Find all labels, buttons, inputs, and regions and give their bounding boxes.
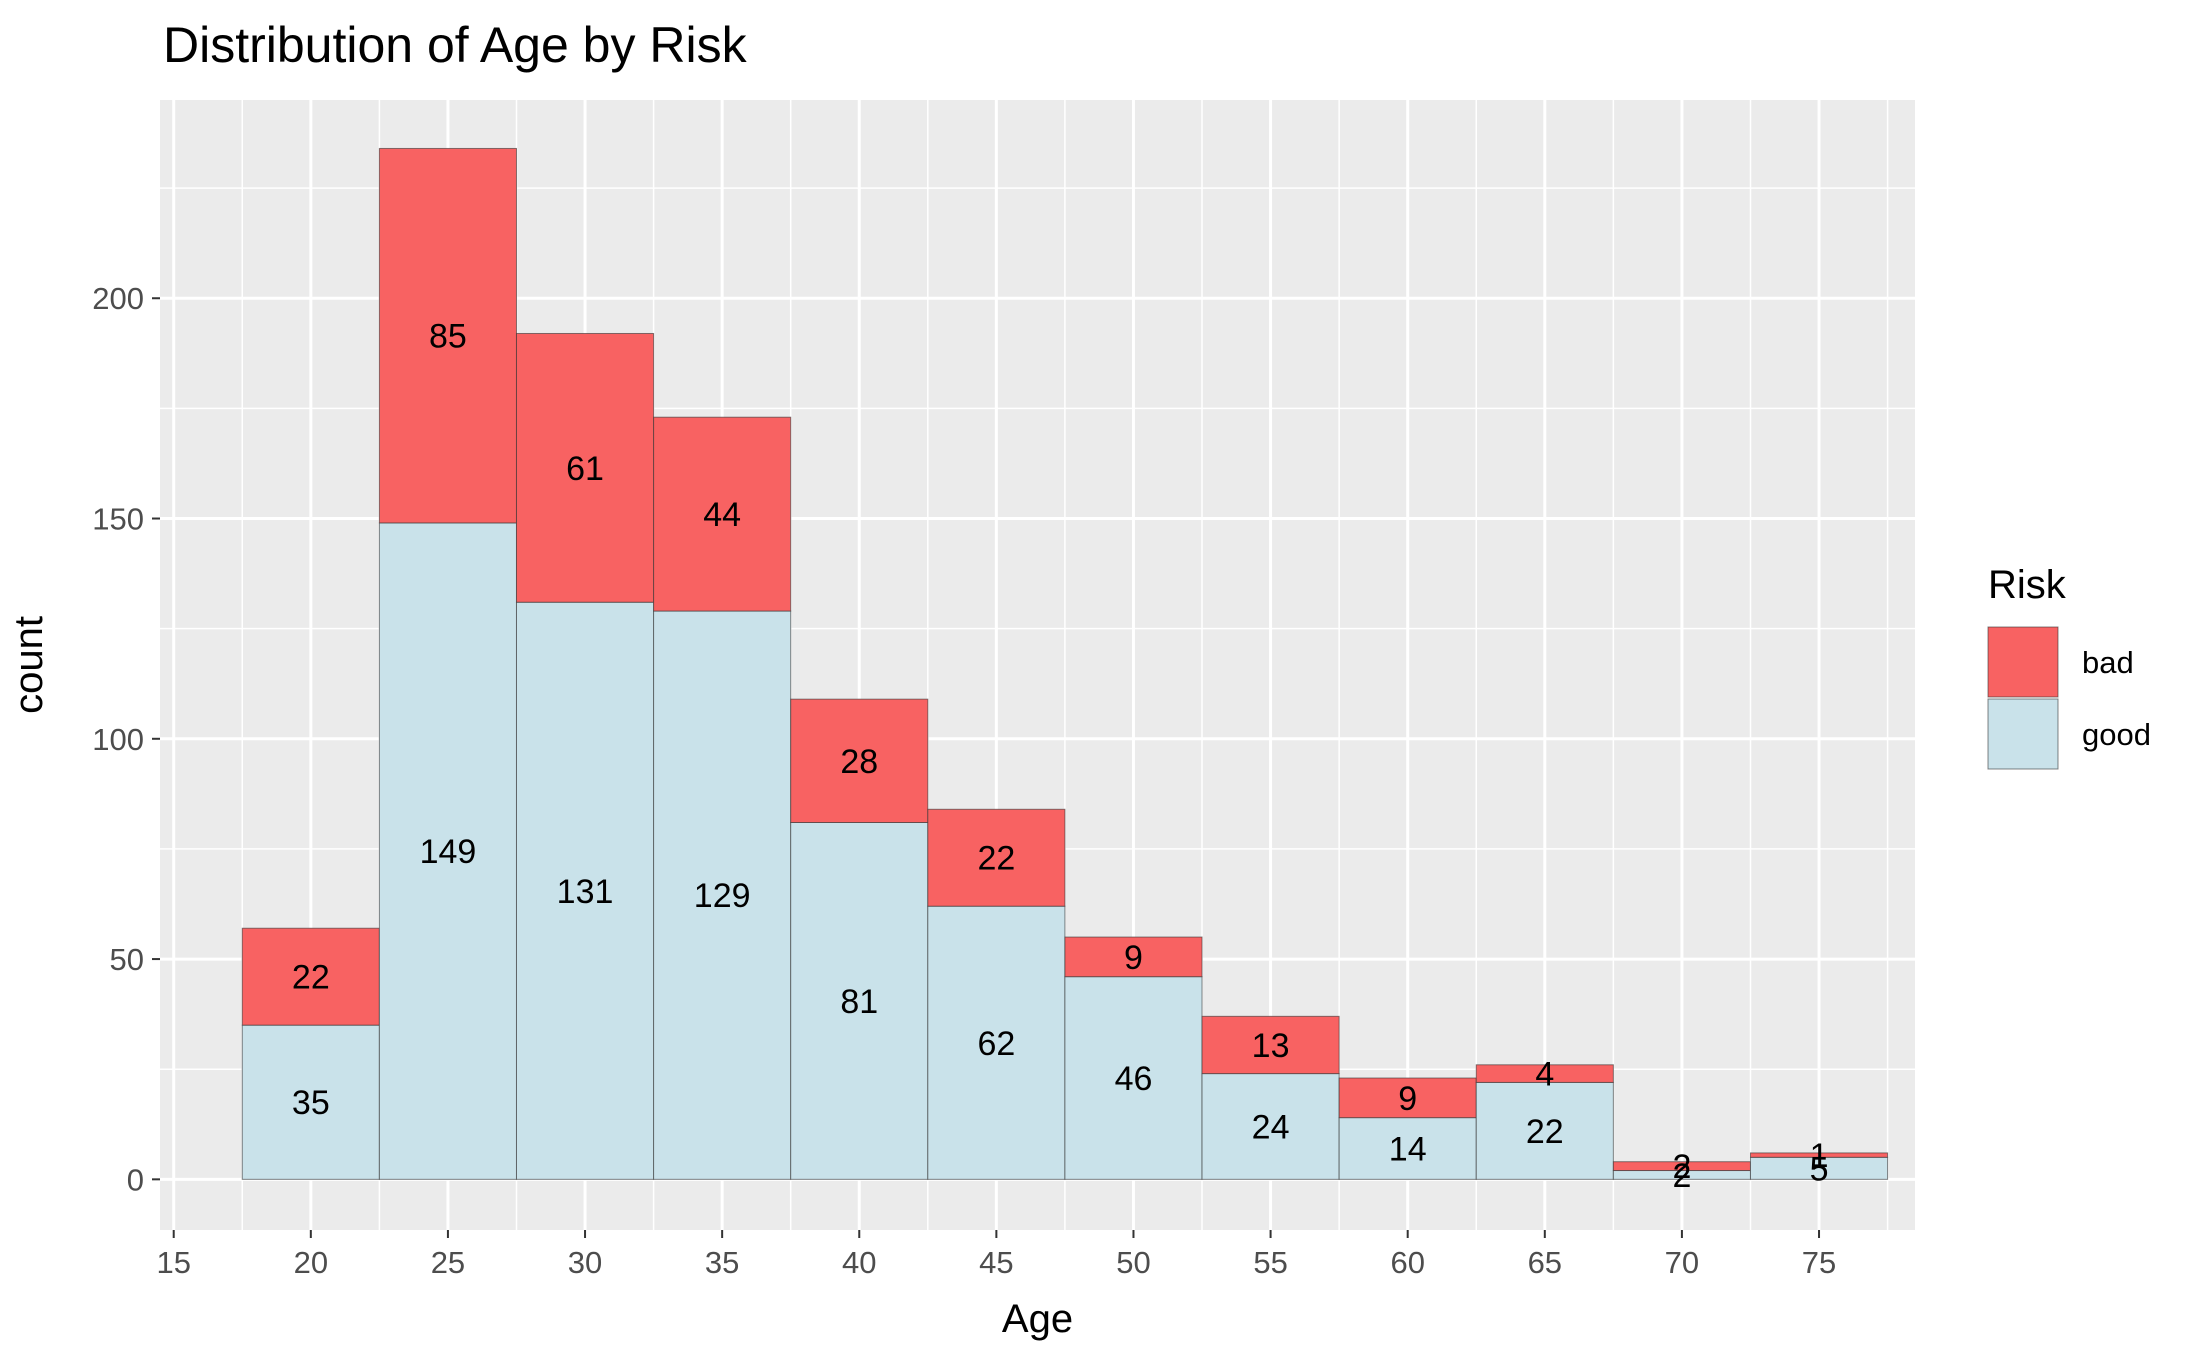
bar-label-bad-60: 9 [1398, 1080, 1417, 1118]
y-tick-label: 100 [92, 722, 144, 757]
x-axis-title: Age [1002, 1297, 1073, 1341]
bar-labels: 3522149851316112944812862224692413149224… [292, 318, 1829, 1195]
bar-bad-40 [790, 698, 929, 823]
bar-label-good-20: 35 [292, 1084, 330, 1122]
chart-title: Distribution of Age by Risk [163, 17, 748, 73]
bar-label-bad-50: 9 [1124, 939, 1143, 977]
bar-bad-50 [1064, 936, 1203, 978]
bar-bad-75 [1749, 1152, 1889, 1158]
legend-key-bad [1987, 626, 2059, 698]
bar-bad-65 [1475, 1064, 1614, 1083]
legend-key-good [1987, 698, 2059, 770]
y-tick-label: 200 [92, 281, 144, 316]
x-tick-label: 20 [294, 1245, 328, 1280]
y-axis: 0 50 100 150 200 [92, 281, 160, 1197]
bar-good-25 [378, 522, 517, 1180]
bar-label-good-30: 131 [557, 873, 614, 911]
legend: Risk bad good [1987, 563, 2151, 770]
bar-good-35 [653, 610, 792, 1180]
bar-label-bad-70: 2 [1672, 1148, 1691, 1186]
bar-label-good-50: 46 [1115, 1060, 1153, 1098]
x-tick-label: 70 [1665, 1245, 1699, 1280]
x-tick-label: 65 [1528, 1245, 1562, 1280]
x-tick-label: 30 [568, 1245, 602, 1280]
bar-label-good-75: 5 [1810, 1150, 1829, 1188]
bar-label-bad-25: 85 [429, 318, 467, 356]
x-tick-label: 40 [842, 1245, 876, 1280]
bar-label-bad-75: 1 [1810, 1137, 1829, 1175]
x-tick-label: 75 [1802, 1245, 1836, 1280]
bar-label-good-35: 129 [694, 877, 751, 915]
y-tick-label: 0 [127, 1162, 144, 1197]
y-tick-label: 150 [92, 502, 144, 537]
bar-label-bad-45: 22 [977, 840, 1015, 878]
bar-good-65 [1475, 1081, 1614, 1180]
x-tick-label: 50 [1116, 1245, 1150, 1280]
bar-bad-35 [653, 416, 792, 612]
bar-bad-60 [1338, 1077, 1477, 1119]
bar-label-bad-20: 22 [292, 959, 330, 997]
bar-good-45 [927, 905, 1066, 1180]
bar-label-bad-65: 4 [1535, 1056, 1554, 1094]
bar-label-good-70: 2 [1672, 1157, 1691, 1195]
bar-good-40 [790, 821, 929, 1180]
bar-label-good-55: 24 [1252, 1108, 1290, 1146]
x-tick-label: 25 [431, 1245, 465, 1280]
bar-bad-25 [378, 147, 517, 524]
bars [241, 147, 1889, 1180]
bar-label-bad-55: 13 [1252, 1027, 1290, 1065]
x-tick-label: 55 [1253, 1245, 1287, 1280]
x-tick-label: 35 [705, 1245, 739, 1280]
x-tick-label: 60 [1390, 1245, 1424, 1280]
bar-label-bad-40: 28 [840, 743, 878, 781]
bar-label-good-65: 22 [1526, 1113, 1564, 1151]
bar-label-bad-35: 44 [703, 496, 741, 534]
bar-bad-55 [1201, 1015, 1340, 1075]
y-tick-label: 50 [110, 942, 144, 977]
bar-label-good-40: 81 [840, 983, 878, 1021]
bar-good-20 [241, 1024, 380, 1180]
legend-label-good: good [2082, 717, 2151, 752]
bar-label-good-45: 62 [977, 1025, 1015, 1063]
x-tick-label: 15 [156, 1245, 190, 1280]
x-tick-label: 45 [979, 1245, 1013, 1280]
bar-label-good-25: 149 [420, 833, 477, 871]
y-axis-title: count [7, 616, 51, 714]
legend-title: Risk [1988, 563, 2067, 607]
bar-label-good-60: 14 [1389, 1130, 1427, 1168]
legend-label-bad: bad [2082, 645, 2134, 680]
bar-label-bad-30: 61 [566, 450, 604, 488]
bar-bad-30 [515, 332, 655, 603]
bar-bad-45 [927, 808, 1066, 907]
x-axis: 15 20 25 30 35 40 45 50 55 60 65 70 75 [156, 1230, 1836, 1280]
